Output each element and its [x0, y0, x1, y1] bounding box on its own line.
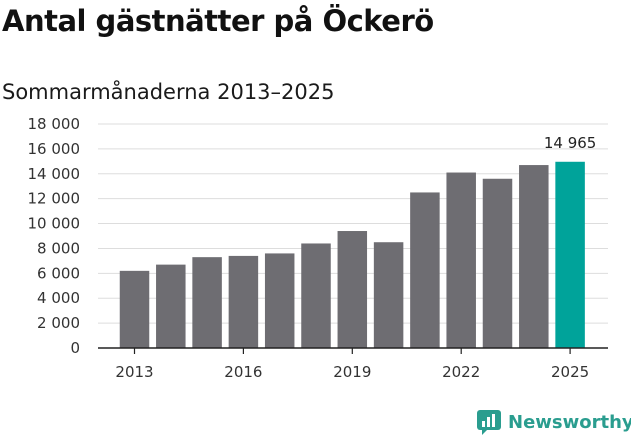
bar-2019 [337, 231, 368, 348]
y-tick-label: 0 [70, 339, 80, 357]
y-tick-label: 6 000 [37, 264, 80, 282]
y-tick-label: 10 000 [28, 215, 81, 233]
bar-2024 [519, 165, 549, 348]
y-tick-label: 4 000 [37, 289, 80, 307]
y-tick-label: 8 000 [37, 239, 80, 257]
bar-2017 [264, 253, 295, 348]
bar-2018 [301, 243, 331, 348]
y-tick-label: 14 000 [28, 165, 81, 183]
newsworthy-logo-icon [477, 410, 501, 435]
x-tick-label: 2016 [224, 363, 262, 381]
y-tick-label: 18 000 [28, 115, 81, 133]
brand-logo: Newsworthy [476, 409, 631, 435]
x-tick-label: 2022 [442, 363, 480, 381]
y-tick-label: 16 000 [28, 140, 81, 158]
bar-2021 [410, 192, 440, 348]
y-tick-label: 12 000 [28, 190, 81, 208]
y-tick-label: 2 000 [37, 314, 80, 332]
bar-2015 [192, 257, 222, 348]
chart-title: Antal gästnätter på Öckerö [2, 4, 434, 38]
x-tick-label: 2025 [551, 363, 589, 381]
bar-2022 [446, 172, 476, 348]
bar-2025 [555, 161, 585, 348]
chart-subtitle: Sommarmånaderna 2013–2025 [2, 80, 335, 104]
x-tick-label: 2019 [333, 363, 371, 381]
x-tick-label: 2013 [115, 363, 153, 381]
bar-2016 [228, 255, 259, 348]
bar-2023 [482, 178, 513, 348]
brand-name: Newsworthy [508, 411, 631, 433]
bar-2013 [119, 270, 150, 348]
bar-2020 [373, 242, 404, 348]
data-label-2025: 14 965 [544, 134, 597, 152]
bar-2014 [156, 264, 186, 348]
